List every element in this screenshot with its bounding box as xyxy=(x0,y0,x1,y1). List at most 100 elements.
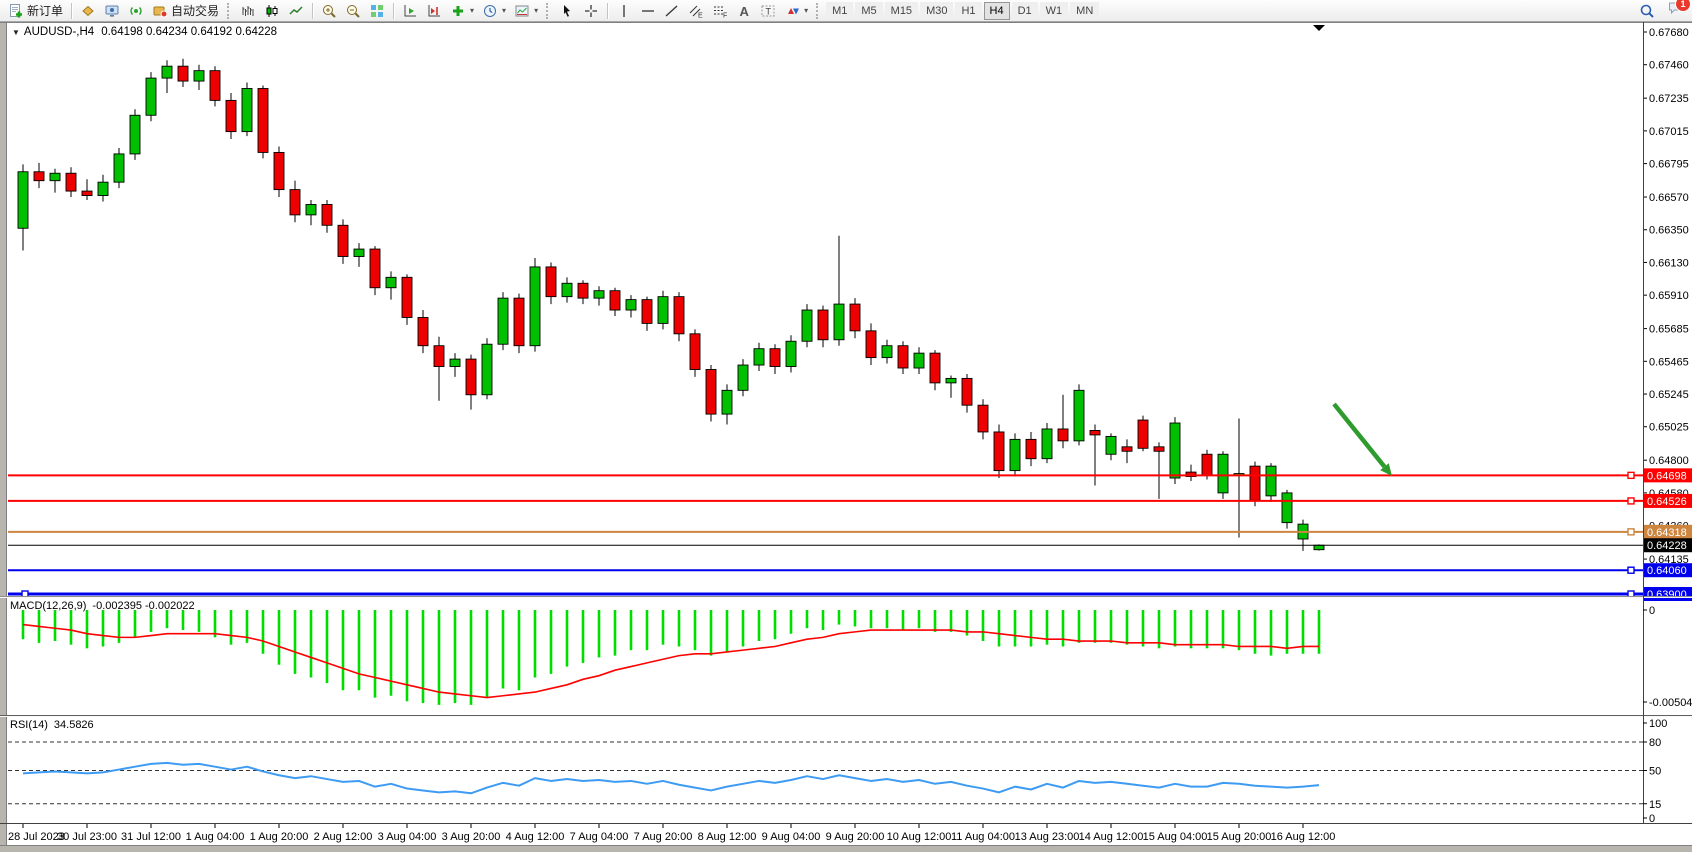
chart-shift-button[interactable] xyxy=(422,1,446,21)
svg-text:A: A xyxy=(740,4,750,19)
rsi-line xyxy=(22,761,1320,795)
svg-text:0.64318: 0.64318 xyxy=(1647,527,1687,539)
svg-text:0.64800: 0.64800 xyxy=(1649,455,1689,467)
bar-chart-type-button[interactable] xyxy=(236,1,260,21)
timeframe-H1[interactable]: H1 xyxy=(955,2,982,20)
crosshair-icon xyxy=(583,3,599,19)
macd-indicator-label: MACD(12,26,9) -0.002395 -0.002022 xyxy=(10,600,195,612)
gold-button[interactable] xyxy=(76,1,100,21)
line-chart-icon xyxy=(288,3,304,19)
notification-badge: 1 xyxy=(1675,0,1691,12)
ohlc-values: 0.64198 0.64234 0.64192 0.64228 xyxy=(101,26,278,38)
level-line-0.64698[interactable] xyxy=(8,471,1643,480)
level-line-0.64318[interactable] xyxy=(8,528,1643,536)
tile-windows-button[interactable] xyxy=(365,1,389,21)
new-order-icon xyxy=(8,3,24,19)
timeframe-M30[interactable]: M30 xyxy=(920,2,954,20)
svg-text:16 Aug 12:00: 16 Aug 12:00 xyxy=(1271,831,1336,843)
svg-text:0.64526: 0.64526 xyxy=(1647,496,1687,508)
chart-shift-icon xyxy=(426,3,442,19)
label-tool-icon: T xyxy=(760,3,776,19)
timeframe-M15[interactable]: M15 xyxy=(884,2,919,20)
macd-values: -0.002395 -0.002022 xyxy=(92,600,195,612)
templates-button[interactable]: ▾ xyxy=(510,1,542,21)
auto-scroll-icon xyxy=(402,3,418,19)
signal-icon xyxy=(128,3,144,19)
svg-text:80: 80 xyxy=(1649,737,1661,749)
svg-text:4 Aug 12:00: 4 Aug 12:00 xyxy=(506,831,565,843)
zoom-out-button[interactable] xyxy=(341,1,365,21)
chart-canvas[interactable]: 0.67680 0.67460 0.67235 0.67015 0.66795 0.665… xyxy=(0,22,1692,852)
timeframe-W1[interactable]: W1 xyxy=(1039,2,1069,20)
trendline-tool-button[interactable] xyxy=(660,1,684,21)
svg-text:15 Aug 04:00: 15 Aug 04:00 xyxy=(1143,831,1208,843)
svg-text:0.64135: 0.64135 xyxy=(1649,554,1689,566)
chart-background xyxy=(6,22,1692,845)
bar-chart-icon xyxy=(240,3,256,19)
svg-text:0.65025: 0.65025 xyxy=(1649,422,1689,434)
candlestick-type-button[interactable] xyxy=(260,1,284,21)
crosshair-button[interactable] xyxy=(579,1,603,21)
horizontal-line-tool-button[interactable] xyxy=(636,1,660,21)
search-button[interactable] xyxy=(1635,1,1659,21)
svg-text:3 Aug 04:00: 3 Aug 04:00 xyxy=(378,831,437,843)
svg-text:30 Jul 23:00: 30 Jul 23:00 xyxy=(57,831,117,843)
channel-tool-button[interactable]: E xyxy=(684,1,708,21)
clock-icon xyxy=(482,3,498,19)
svg-text:3 Aug 20:00: 3 Aug 20:00 xyxy=(442,831,501,843)
fibonacci-tool-button[interactable]: F xyxy=(708,1,732,21)
toolbar-separator xyxy=(312,2,314,19)
timeframe-M5[interactable]: M5 xyxy=(855,2,883,20)
auto-scroll-button[interactable] xyxy=(398,1,422,21)
template-icon xyxy=(514,3,530,19)
price-badge-0.64060: 0.64060 xyxy=(1644,563,1692,578)
text-tool-button[interactable]: A xyxy=(732,1,756,21)
zoom-in-button[interactable] xyxy=(317,1,341,21)
community-button[interactable] xyxy=(100,1,124,21)
auto-trading-button[interactable]: 自动交易 xyxy=(148,1,223,21)
vertical-line-tool-button[interactable] xyxy=(612,1,636,21)
chevron-down-icon: ▾ xyxy=(534,6,539,15)
svg-text:0.65685: 0.65685 xyxy=(1649,324,1689,336)
arrow-annotation[interactable] xyxy=(1332,402,1392,476)
svg-text:F: F xyxy=(723,12,727,19)
timeframe-H4[interactable]: H4 xyxy=(983,2,1010,20)
level-line-0.64060[interactable] xyxy=(8,566,1643,574)
line-chart-type-button[interactable] xyxy=(284,1,308,21)
chevron-down-icon: ▾ xyxy=(470,6,475,15)
tile-windows-icon xyxy=(369,3,385,19)
search-icon xyxy=(1639,3,1655,19)
svg-text:0.65910: 0.65910 xyxy=(1649,290,1689,302)
macd-pane: 0 -0.005043 xyxy=(21,605,1692,709)
svg-text:0.64228: 0.64228 xyxy=(1647,540,1687,552)
price-badge-0.63900: 0.63900 xyxy=(1644,587,1692,601)
cursor-button[interactable] xyxy=(555,1,579,21)
svg-text:7 Aug 04:00: 7 Aug 04:00 xyxy=(570,831,629,843)
zoom-out-icon xyxy=(345,3,361,19)
svg-text:11 Aug 04:00: 11 Aug 04:00 xyxy=(951,831,1015,843)
notifications-button[interactable]: 1 xyxy=(1667,0,1691,21)
toolbar-grip xyxy=(227,2,232,19)
chart-expander-icon[interactable]: ▼ xyxy=(12,28,20,37)
candlestick-icon xyxy=(264,3,280,19)
add-indicator-button[interactable]: ▾ xyxy=(446,1,478,21)
timeframe-MN[interactable]: MN xyxy=(1070,2,1100,20)
arrows-tool-button[interactable]: ▾ xyxy=(780,1,812,21)
text-tool-icon: A xyxy=(736,3,752,19)
symbol-period-label: AUDUSD-,H4 xyxy=(23,26,95,38)
svg-text:0: 0 xyxy=(1649,813,1655,825)
signals-button[interactable] xyxy=(124,1,148,21)
timeframe-M1[interactable]: M1 xyxy=(826,2,854,20)
svg-text:0: 0 xyxy=(1649,605,1655,617)
periods-button[interactable]: ▾ xyxy=(478,1,510,21)
svg-text:9 Aug 20:00: 9 Aug 20:00 xyxy=(826,831,885,843)
svg-text:0.67015: 0.67015 xyxy=(1649,126,1689,138)
timeframe-D1[interactable]: D1 xyxy=(1011,2,1038,20)
svg-text:-0.005043: -0.005043 xyxy=(1649,697,1692,709)
new-order-button[interactable]: 新订单 xyxy=(4,1,67,21)
label-tool-button[interactable]: T xyxy=(756,1,780,21)
level-line-0.64526[interactable] xyxy=(8,497,1643,505)
rsi-pane: 100 80 50 15 0 xyxy=(22,718,1667,825)
zoom-in-icon xyxy=(321,3,337,19)
